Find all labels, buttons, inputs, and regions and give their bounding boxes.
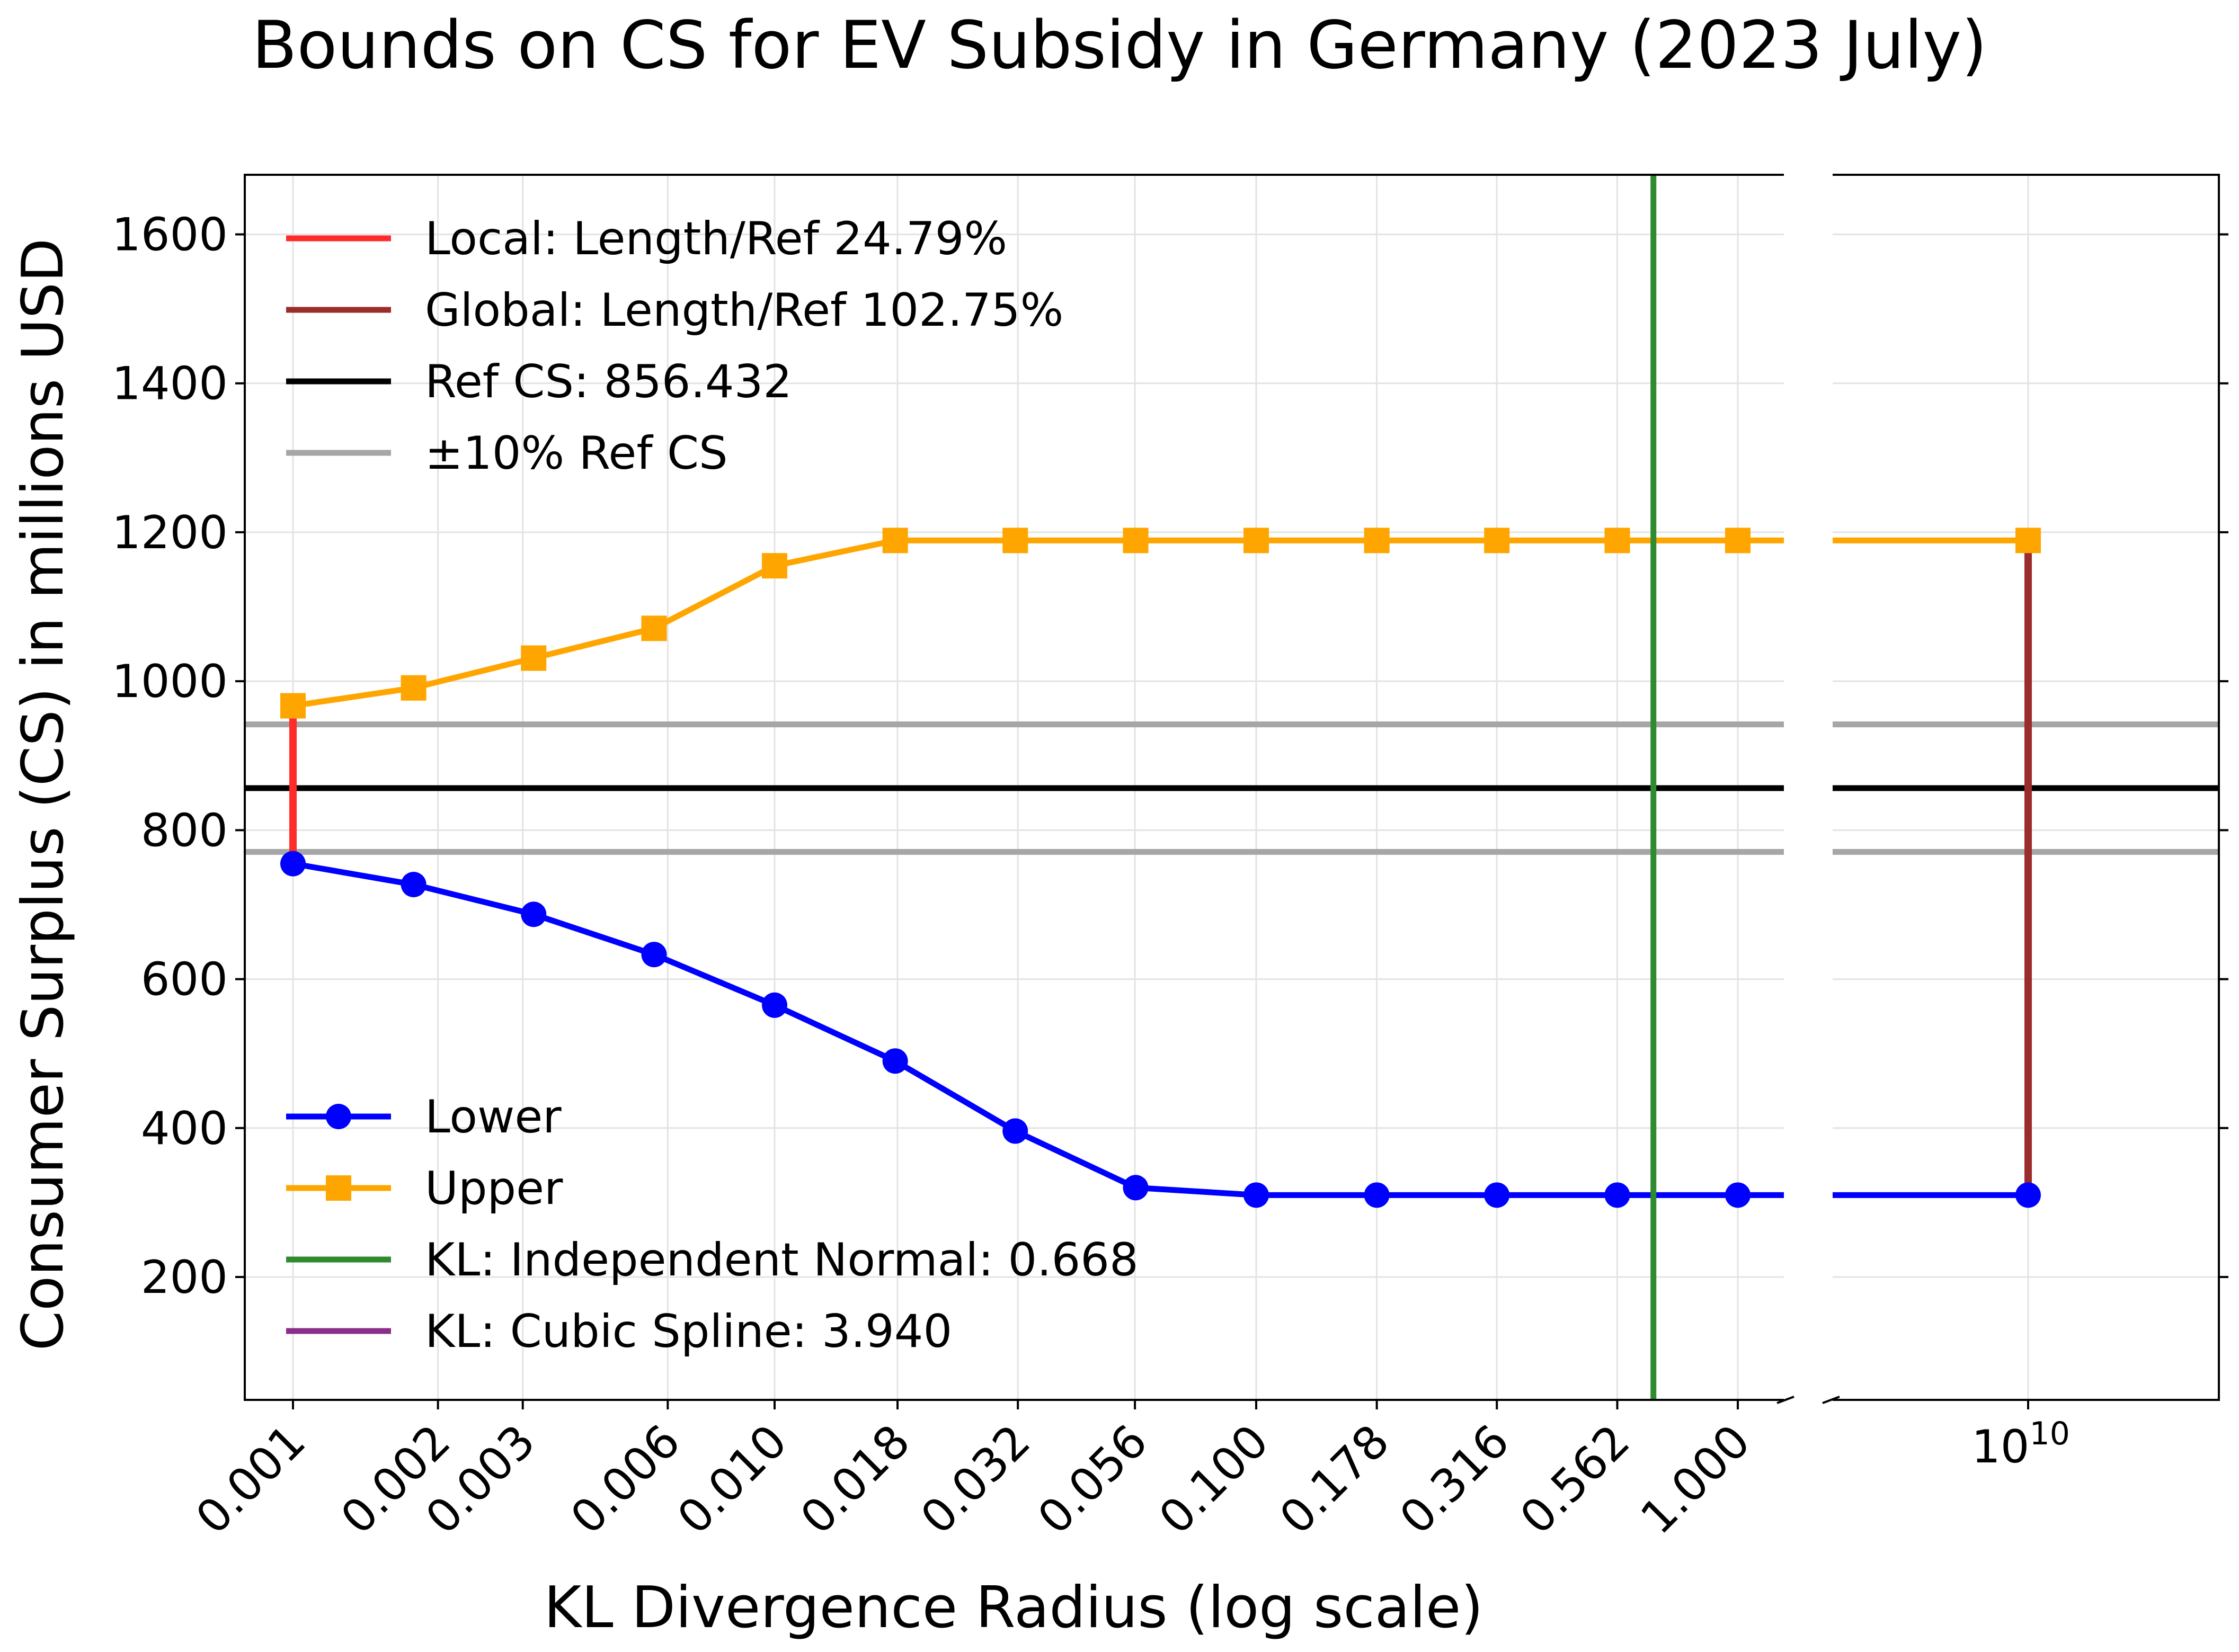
y-tick-label-600: 600 [141, 953, 228, 1006]
y-tick-label-1400: 1400 [112, 358, 228, 410]
upper-point-right-0 [2015, 528, 2041, 553]
upper-point-7 [1123, 528, 1149, 553]
chart-title: Bounds on CS for EV Subsidy in Germany (… [252, 7, 1987, 84]
x-tick-label-0.562: 0.562 [1511, 1415, 1640, 1544]
legend-marker-1 [326, 1175, 351, 1201]
legend-label-0: Lower [425, 1091, 562, 1144]
legend-label-1: Global: Length/Ref 102.75% [425, 284, 1063, 337]
lower-point-1 [401, 871, 427, 897]
x-tick-label-0.018: 0.018 [790, 1415, 920, 1544]
x-tick-label-0.006: 0.006 [561, 1415, 690, 1544]
upper-point-5 [882, 528, 908, 553]
x-tick-label-0.010: 0.010 [668, 1415, 797, 1544]
lower-point-0 [280, 851, 306, 877]
lower-point-11 [1604, 1182, 1630, 1208]
upper-point-11 [1604, 528, 1630, 553]
x-tick-label-right-0: 1010 [1971, 1415, 2070, 1474]
legend-label-3: KL: Cubic Spline: 3.940 [425, 1305, 952, 1358]
upper-point-4 [762, 553, 787, 579]
upper-point-9 [1364, 528, 1390, 553]
x-tick-label-0.056: 0.056 [1028, 1415, 1158, 1544]
upper-point-2 [521, 645, 547, 671]
lower-point-right-0 [2015, 1182, 2041, 1208]
lower-point-9 [1364, 1182, 1390, 1208]
axis-break-mark-right [1822, 1396, 1840, 1404]
lower-point-6 [1002, 1118, 1028, 1144]
x-tick-label-0.316: 0.316 [1390, 1415, 1520, 1544]
lower-point-8 [1243, 1182, 1269, 1208]
upper-point-8 [1243, 528, 1269, 553]
y-tick-label-1600: 1600 [112, 208, 228, 261]
lower-point-3 [641, 942, 667, 968]
lower-series-line-main [292, 861, 1785, 1198]
y-tick-label-1200: 1200 [112, 506, 228, 559]
x-tick-label-0.100: 0.100 [1149, 1415, 1279, 1544]
upper-point-1 [401, 675, 427, 701]
y-tick-label-200: 200 [141, 1251, 228, 1304]
lower-point-7 [1123, 1175, 1149, 1201]
upper-point-12 [1725, 528, 1751, 553]
lower-point-2 [521, 901, 547, 927]
upper-point-10 [1484, 528, 1510, 553]
y-axis-label: Consumer Surplus (CS) in millions USD [10, 238, 76, 1351]
lower-point-5 [882, 1048, 908, 1074]
legend-label-0: Local: Length/Ref 24.79% [425, 212, 1007, 265]
lower-point-10 [1484, 1182, 1510, 1208]
lower-point-4 [762, 992, 787, 1018]
legend-label-2: Ref CS: 856.432 [425, 355, 792, 408]
upper-point-3 [641, 615, 667, 641]
x-axis-label: KL Divergence Radius (log scale) [544, 1575, 1483, 1641]
legend-label-3: ±10% Ref CS [425, 427, 728, 480]
lower-point-12 [1725, 1182, 1751, 1208]
legend-lower: Lower Upper KL: Independent Normal: 0.668 K… [286, 1091, 1139, 1358]
upper-point-0 [280, 693, 306, 719]
y-tick-label-1000: 1000 [112, 655, 228, 708]
legend-label-2: KL: Independent Normal: 0.668 [425, 1234, 1139, 1287]
x-tick-label-0.178: 0.178 [1270, 1415, 1400, 1544]
legend-marker-0 [326, 1104, 351, 1129]
y-tick-label-400: 400 [141, 1102, 228, 1155]
x-tick-label-0.001: 0.001 [186, 1415, 316, 1544]
upper-point-6 [1002, 528, 1028, 553]
legend-upper: Local: Length/Ref 24.79% Global: Length/R… [286, 212, 1063, 480]
axis-break-mark-left [1776, 1396, 1794, 1404]
y-tick-label-800: 800 [141, 804, 228, 857]
legend-label-1: Upper [425, 1162, 563, 1215]
x-tick-label-0.032: 0.032 [911, 1415, 1041, 1544]
x-tick-label-1.000: 1.000 [1631, 1415, 1761, 1544]
upper-series-line-main [292, 537, 1785, 709]
